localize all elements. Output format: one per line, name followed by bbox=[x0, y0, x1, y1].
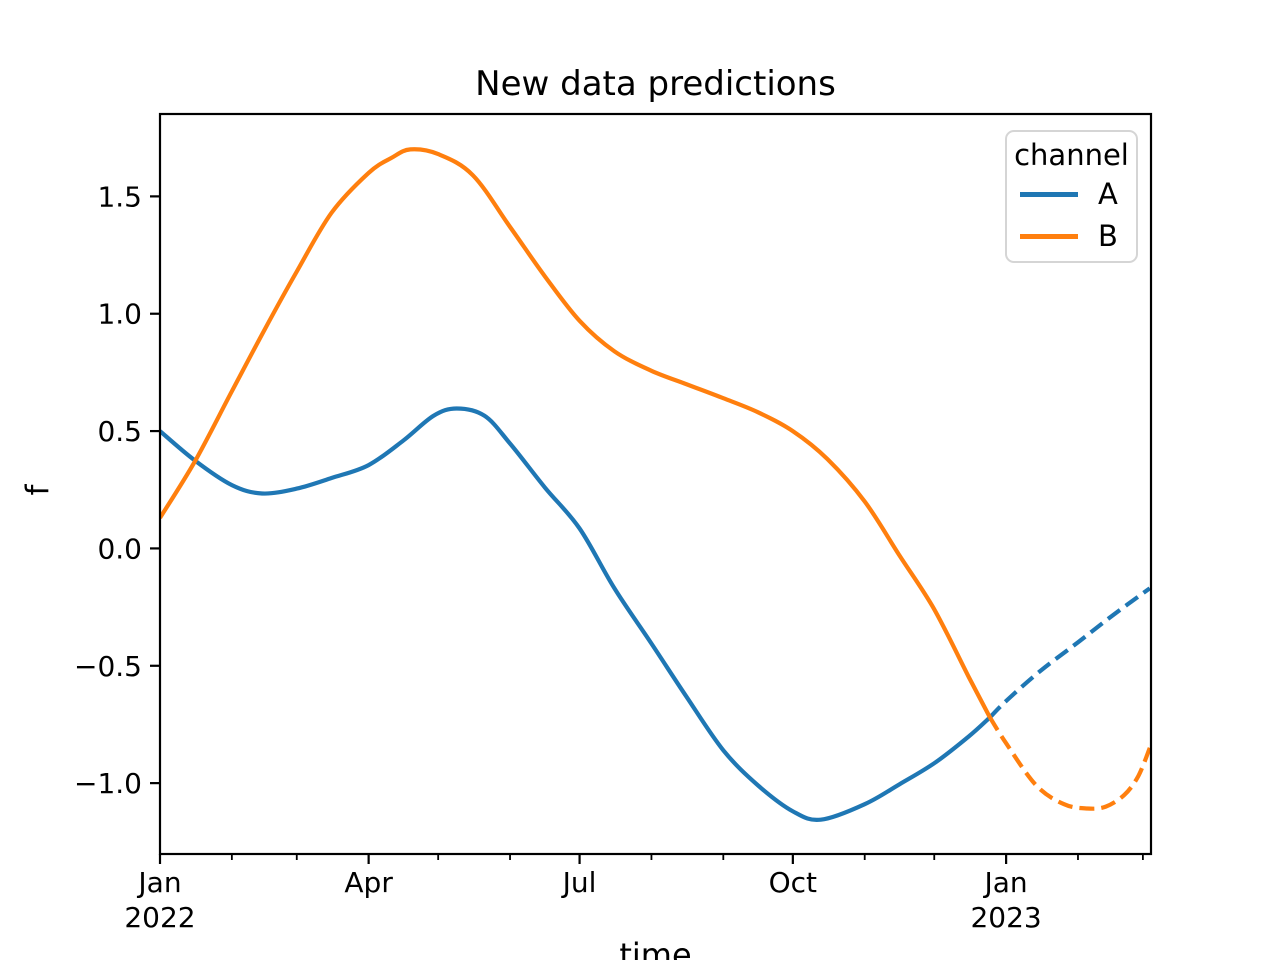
x-tick-label-year: 2023 bbox=[970, 901, 1041, 934]
y-tick-label: 0.5 bbox=[97, 415, 142, 448]
y-tick-label: 1.0 bbox=[97, 298, 142, 331]
x-axis-label: time bbox=[619, 936, 692, 960]
y-axis-label: f bbox=[20, 484, 56, 496]
x-tick-label: Jan bbox=[136, 866, 181, 899]
x-tick-label: Oct bbox=[769, 866, 817, 899]
plot-border bbox=[158, 112, 1153, 856]
legend-entry-A: A bbox=[1007, 173, 1136, 215]
series-line-a-prediction bbox=[988, 586, 1151, 719]
series-line-a-observed bbox=[160, 406, 992, 823]
legend-line-swatch-A bbox=[1020, 191, 1078, 197]
series-line-b-observed bbox=[160, 147, 992, 719]
legend: channel A B bbox=[1005, 130, 1138, 263]
legend-title: channel bbox=[1014, 138, 1129, 172]
y-tick-label: 0.0 bbox=[97, 532, 142, 565]
chart-title: New data predictions bbox=[475, 64, 836, 104]
legend-line-swatch-B bbox=[1020, 233, 1078, 239]
y-tick-label: 1.5 bbox=[97, 180, 142, 213]
x-tick-label: Jan bbox=[983, 866, 1028, 899]
legend-entry-B: B bbox=[1007, 215, 1136, 257]
y-tick-label: −0.5 bbox=[74, 650, 142, 683]
x-tick-label: Apr bbox=[344, 866, 393, 899]
series-line-b-prediction bbox=[988, 716, 1151, 811]
x-tick-label-year: 2022 bbox=[124, 901, 195, 934]
legend-label-A: A bbox=[1098, 177, 1118, 211]
x-tick-label: Jul bbox=[561, 866, 597, 899]
y-tick-label: −1.0 bbox=[74, 767, 142, 800]
legend-label-B: B bbox=[1098, 219, 1118, 253]
